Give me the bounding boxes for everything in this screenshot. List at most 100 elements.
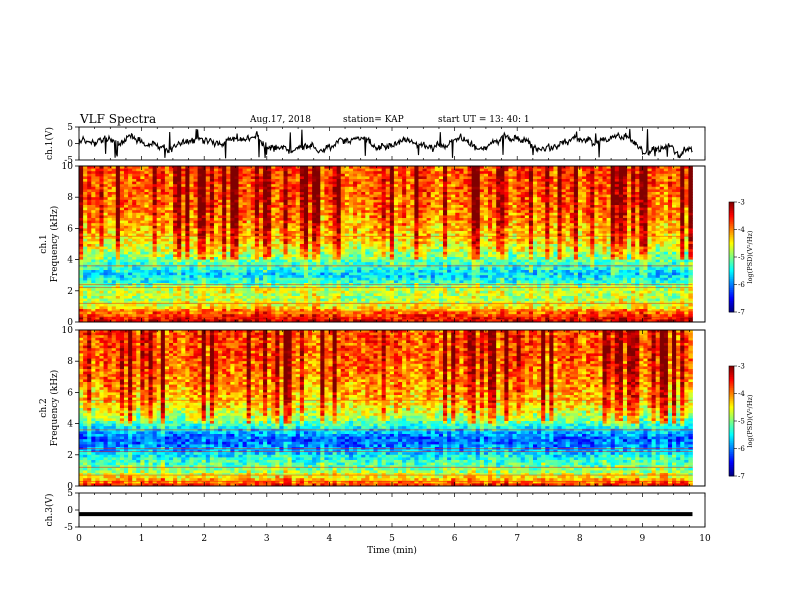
ch1-spectrogram-cell: [299, 197, 305, 201]
ch1-spectrogram-cell: [365, 197, 370, 201]
ch1-spectrogram-cell: [250, 215, 256, 219]
ch1-spectrogram-cell: [385, 241, 391, 245]
ch1-spectrogram-cell: [299, 205, 305, 208]
ch1-spectrogram-cell: [128, 184, 133, 188]
ch1-spectrogram-cell: [447, 179, 452, 182]
ch1-spectrogram-cell: [663, 233, 669, 237]
ch1-spectrogram-cell: [602, 197, 607, 201]
ch1-spectrogram-cell: [312, 220, 317, 224]
ch1-spectrogram-cell: [610, 179, 616, 182]
ch1-spectrogram-cell: [606, 212, 612, 216]
ch1-spectrogram-cell: [308, 249, 313, 253]
ch1-spectrogram-cell: [140, 197, 145, 201]
ch1-spectrogram-cell: [381, 199, 387, 203]
ch1-spectrogram-cell: [119, 212, 125, 216]
ch1-spectrogram-cell: [438, 249, 444, 253]
ch1-spectrogram-cell: [492, 168, 497, 172]
ch1-spectrogram-cell: [410, 241, 415, 245]
ch1-spectrogram-cell: [573, 181, 579, 185]
ch1-spectrogram-cell: [622, 241, 628, 245]
ch1-spectrogram-cell: [418, 210, 423, 214]
ch1-spectrogram-cell: [205, 238, 211, 242]
ch1-spectrogram-cell: [209, 192, 215, 195]
ch1-spectrogram-cell: [422, 202, 428, 206]
ch1-spectrogram-cell: [381, 168, 387, 172]
ch1-spectrogram-cell: [111, 171, 117, 175]
ch1-spectrogram-cell: [557, 238, 562, 242]
ch1-spectrogram-cell: [541, 220, 546, 224]
ch1-spectrogram-cell: [267, 212, 272, 216]
ch1-spectrogram-cell: [177, 176, 182, 180]
ch1-spectrogram-cell: [111, 197, 117, 201]
ch1-spectrogram-cell: [140, 181, 145, 185]
ch1-spectrogram-cell: [651, 179, 657, 182]
ch1-spectrogram-cell: [389, 168, 395, 172]
ch1-spectrogram-cell: [332, 197, 338, 201]
ch1-spectrogram-cell: [496, 207, 501, 211]
ch1-spectrogram-cell: [222, 207, 227, 211]
ch1-spectrogram-cell: [463, 171, 468, 175]
ch1-spectrogram-cell: [189, 228, 194, 232]
ch1-spectrogram-cell: [520, 184, 526, 188]
ch1-spectrogram-cell: [577, 238, 583, 242]
ch1-spectrogram-cell: [471, 223, 477, 227]
ch1-spectrogram-cell: [610, 166, 616, 169]
ch1-spectrogram-cell: [410, 199, 415, 203]
ch1-spectrogram-cell: [250, 176, 256, 180]
ch1-spectrogram-cell: [639, 210, 644, 214]
ch1-spectrogram-cells: [79, 166, 693, 323]
ch1-spectrogram-cell: [553, 215, 558, 219]
ch1-spectrogram-cell: [516, 192, 522, 195]
ch1-spectrogram-cell: [545, 202, 550, 206]
ch1-spectrogram-cell: [250, 173, 256, 177]
ch1-spectrogram-cell: [438, 192, 444, 195]
ch1-spectrogram-cell: [148, 171, 154, 175]
ch1-spectrogram-cell: [537, 202, 542, 206]
ch1-spectrogram-cell: [663, 199, 669, 203]
ch1-spectrogram-cell: [283, 207, 288, 211]
ch1-spectrogram-cell: [475, 236, 481, 240]
ch1-spectrogram-cell: [651, 207, 657, 211]
ch1-spectrogram-cell: [160, 173, 166, 177]
ch1-spectrogram-cell: [103, 215, 109, 219]
ch1-spectrogram-cell: [627, 218, 632, 221]
ch1-spectrogram-cell: [553, 220, 558, 224]
ch1-spectrogram-cell: [312, 236, 317, 240]
ch1-spectrogram-cell: [87, 202, 92, 206]
ch1-spectrogram-cell: [144, 184, 149, 188]
ch1-spectrogram-cell: [287, 241, 293, 245]
ch1-spectrogram-cell: [361, 205, 366, 208]
ch1-spectrogram-cell: [455, 192, 460, 195]
ch1-spectrogram-cell: [222, 192, 227, 195]
ch1-spectrogram-cell: [467, 184, 473, 188]
ch1-spectrogram-cell: [197, 173, 203, 177]
ch1-spectrogram-cell: [438, 215, 444, 219]
ch1-spectrogram-cell: [119, 199, 125, 203]
ch1-spectrogram-cell: [328, 231, 333, 234]
ch1-spectrogram-cell: [287, 205, 293, 208]
ch1-spectrogram-cell: [438, 166, 444, 169]
ch1-spectrogram-cell: [524, 176, 530, 180]
ch1-spectrogram-cell: [148, 233, 154, 237]
ch1-spectrogram-cell: [152, 179, 158, 182]
ch1-spectrogram-cell: [455, 246, 460, 250]
ch1-spectrogram-cell: [496, 197, 501, 201]
ch1-spectrogram-cell: [443, 220, 448, 224]
ch1-spectrogram-cell: [238, 186, 243, 190]
ch1-spectrogram-cell: [250, 171, 256, 175]
ch1-spectrogram-cell: [303, 166, 309, 169]
ch1-spectrogram-cell: [291, 199, 297, 203]
ch1-spectrogram-cell: [279, 238, 284, 242]
ch1-spectrogram-cell: [348, 168, 354, 172]
ch1-spectrogram-cell: [463, 220, 468, 224]
ch1-spectrogram-cell: [230, 207, 235, 211]
ch1-spectrogram-cell: [504, 199, 509, 203]
ch1-spectrogram-cell: [492, 173, 497, 177]
ch1-spectrogram-cell: [610, 223, 616, 227]
ch1-spectrogram-cell: [635, 184, 640, 188]
ch1-spectrogram-cell: [283, 197, 288, 201]
ch1-spectrogram-cell: [123, 176, 129, 180]
ch1-spectrogram-cell: [316, 168, 321, 172]
ch1-spectrogram-cell: [471, 202, 477, 206]
ch1-spectrogram-cell: [569, 215, 575, 219]
